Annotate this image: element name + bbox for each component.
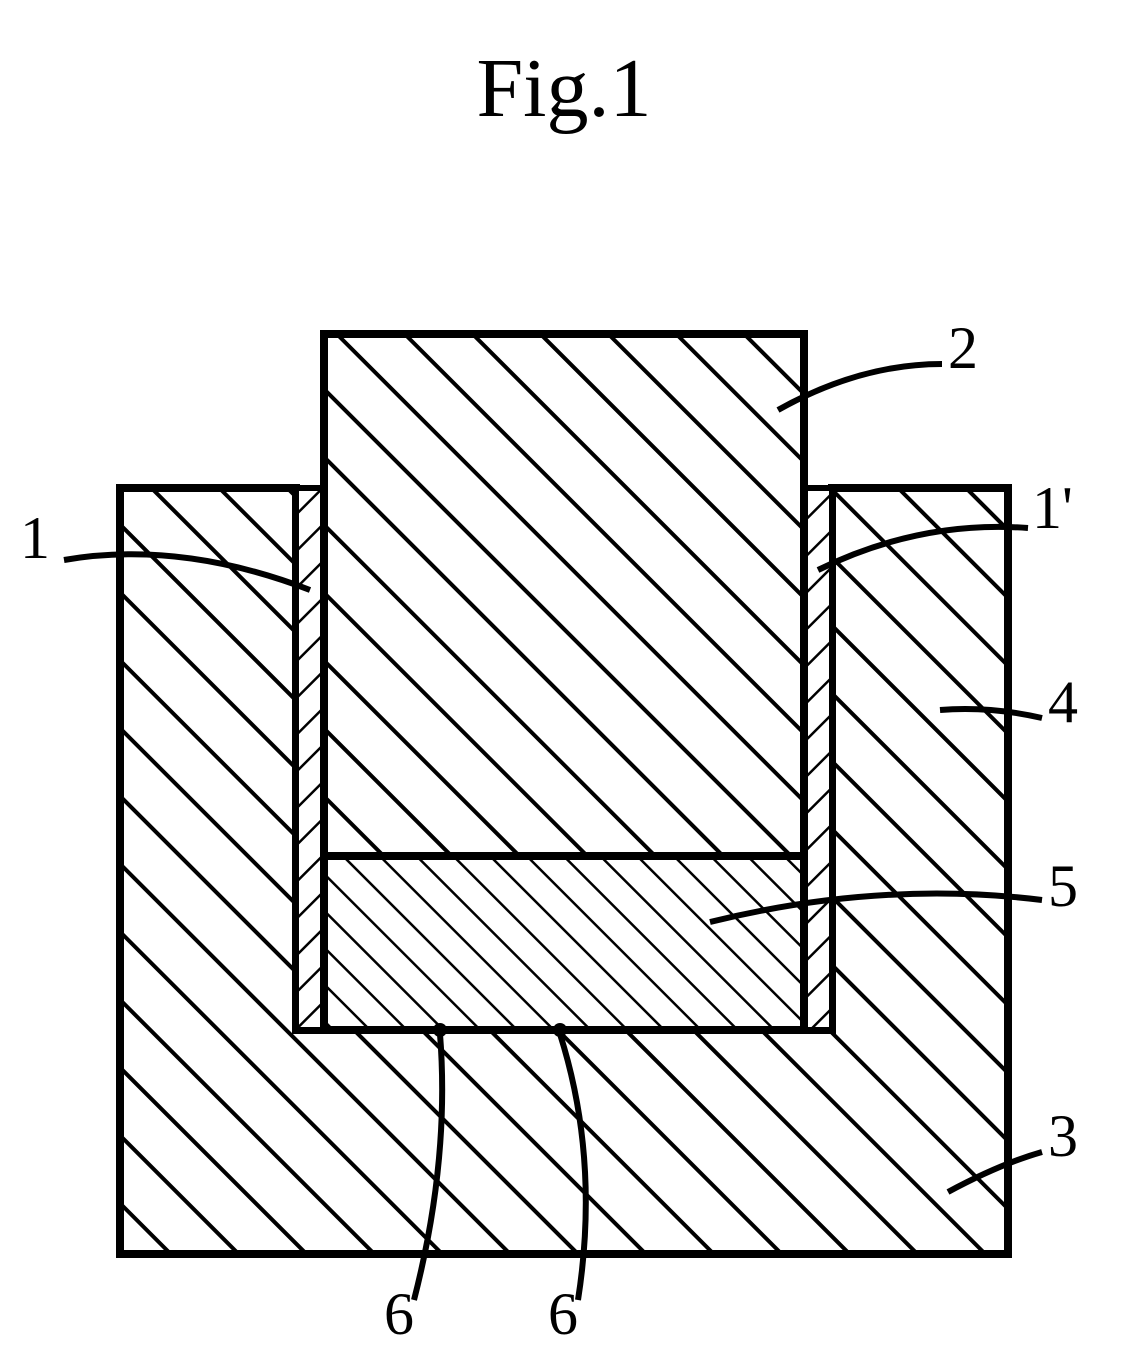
label-5: 5 — [1048, 852, 1078, 921]
label-3: 3 — [1048, 1102, 1078, 1171]
label-1: 1 — [20, 504, 50, 573]
label-6a: 6 — [384, 1280, 414, 1349]
punch — [324, 334, 804, 856]
powder-region — [324, 856, 804, 1030]
label-4: 4 — [1048, 668, 1078, 737]
label-1prime: 1' — [1032, 474, 1073, 543]
sleeve-left — [296, 488, 324, 1030]
figure-diagram — [0, 0, 1128, 1351]
label-2: 2 — [948, 314, 978, 383]
label-6b: 6 — [548, 1280, 578, 1349]
